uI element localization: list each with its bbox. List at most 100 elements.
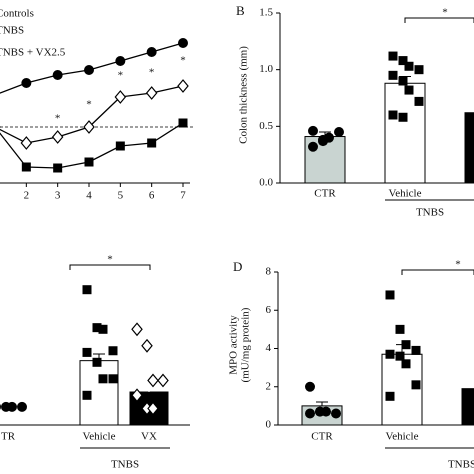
point — [84, 157, 94, 167]
point — [51, 130, 64, 144]
significance-bracket — [69, 264, 151, 270]
point — [157, 373, 169, 388]
point — [178, 38, 188, 48]
y-tick-label: 8 — [266, 266, 272, 278]
point — [21, 162, 31, 172]
legend-label: Controls — [0, 8, 34, 20]
point — [115, 56, 126, 66]
point — [131, 322, 143, 337]
x-tick-label: 4 — [86, 190, 92, 202]
point — [21, 78, 32, 88]
significance-label: * — [107, 254, 113, 266]
point — [401, 359, 411, 369]
x-tick-label: 3 — [55, 190, 61, 202]
point — [98, 324, 108, 334]
point — [385, 349, 395, 359]
annotation: * — [180, 55, 186, 67]
point — [147, 373, 159, 388]
point — [84, 65, 94, 75]
point — [388, 70, 398, 80]
x-tick-label: Vehicle — [83, 431, 116, 443]
point — [385, 290, 395, 300]
annotation: * — [55, 113, 61, 125]
x-tick-label: VX — [141, 431, 157, 443]
point — [82, 285, 92, 295]
y-tick-label: 6 — [266, 304, 272, 316]
point — [108, 374, 118, 384]
y-tick-label: 4 — [266, 342, 272, 354]
y-tick-label: 1.0 — [259, 63, 273, 75]
point — [145, 86, 158, 100]
x-tick-label: 5 — [118, 190, 124, 202]
panel-label: B — [236, 3, 245, 18]
significance-bracket — [401, 269, 474, 275]
point — [146, 47, 157, 57]
error-bar — [316, 401, 328, 406]
point — [398, 112, 408, 122]
point — [411, 345, 421, 355]
point — [414, 96, 424, 106]
point — [388, 51, 398, 61]
point — [17, 401, 27, 412]
point — [92, 357, 102, 367]
point — [401, 340, 411, 350]
point — [308, 125, 318, 136]
point — [7, 401, 17, 412]
x-tick-label: Vehicle — [389, 188, 422, 200]
significance-label: * — [455, 259, 461, 271]
point — [53, 163, 63, 173]
y-axis-label: (mU/mg protein) — [240, 307, 252, 382]
x-tick-label: TR — [1, 431, 16, 443]
x-tick-label: CTR — [311, 431, 333, 443]
legend-label: TNBS — [0, 25, 24, 37]
point — [83, 120, 95, 134]
point — [331, 408, 341, 419]
x-tick-label: 7 — [180, 190, 186, 202]
y-tick-label: 1.5 — [259, 7, 273, 19]
point — [395, 324, 405, 334]
significance-label: * — [442, 7, 448, 19]
point — [398, 76, 408, 86]
point — [177, 79, 189, 93]
annotation: * — [118, 70, 124, 82]
annotation: * — [86, 99, 92, 111]
point — [0, 403, 1, 410]
x-tick-label: 6 — [149, 190, 155, 202]
point — [404, 61, 414, 71]
point — [52, 70, 63, 80]
point — [178, 118, 188, 128]
legend-label: TNBS + VX2.5 — [0, 47, 66, 59]
point — [305, 408, 315, 419]
point — [315, 406, 325, 417]
point — [395, 351, 405, 361]
x-tick-label: CTR — [314, 188, 336, 200]
y-axis-label: MPO activity — [228, 315, 240, 375]
point — [414, 65, 424, 75]
point — [308, 141, 318, 152]
point — [334, 127, 344, 137]
point — [147, 138, 157, 148]
group-label: TNBS — [111, 459, 139, 471]
panel-label: D — [233, 259, 242, 274]
point — [108, 346, 118, 356]
point — [141, 338, 153, 353]
significance-bracket — [404, 17, 474, 23]
point — [411, 380, 421, 390]
bar — [464, 112, 474, 184]
point — [388, 110, 398, 120]
point — [318, 134, 328, 145]
point — [98, 374, 108, 384]
point — [82, 347, 92, 357]
x-tick-label: Vehicle — [386, 431, 419, 443]
y-axis-label: Colon thickness (mm) — [238, 46, 250, 144]
bar — [461, 388, 474, 426]
y-tick-label: 0.0 — [259, 177, 273, 189]
group-label: TNBS — [448, 459, 474, 471]
annotation: * — [149, 67, 155, 79]
point — [131, 388, 143, 403]
y-tick-label: 0.5 — [259, 120, 273, 132]
point — [385, 391, 395, 401]
x-tick-label: 2 — [24, 190, 30, 202]
point — [305, 381, 315, 392]
